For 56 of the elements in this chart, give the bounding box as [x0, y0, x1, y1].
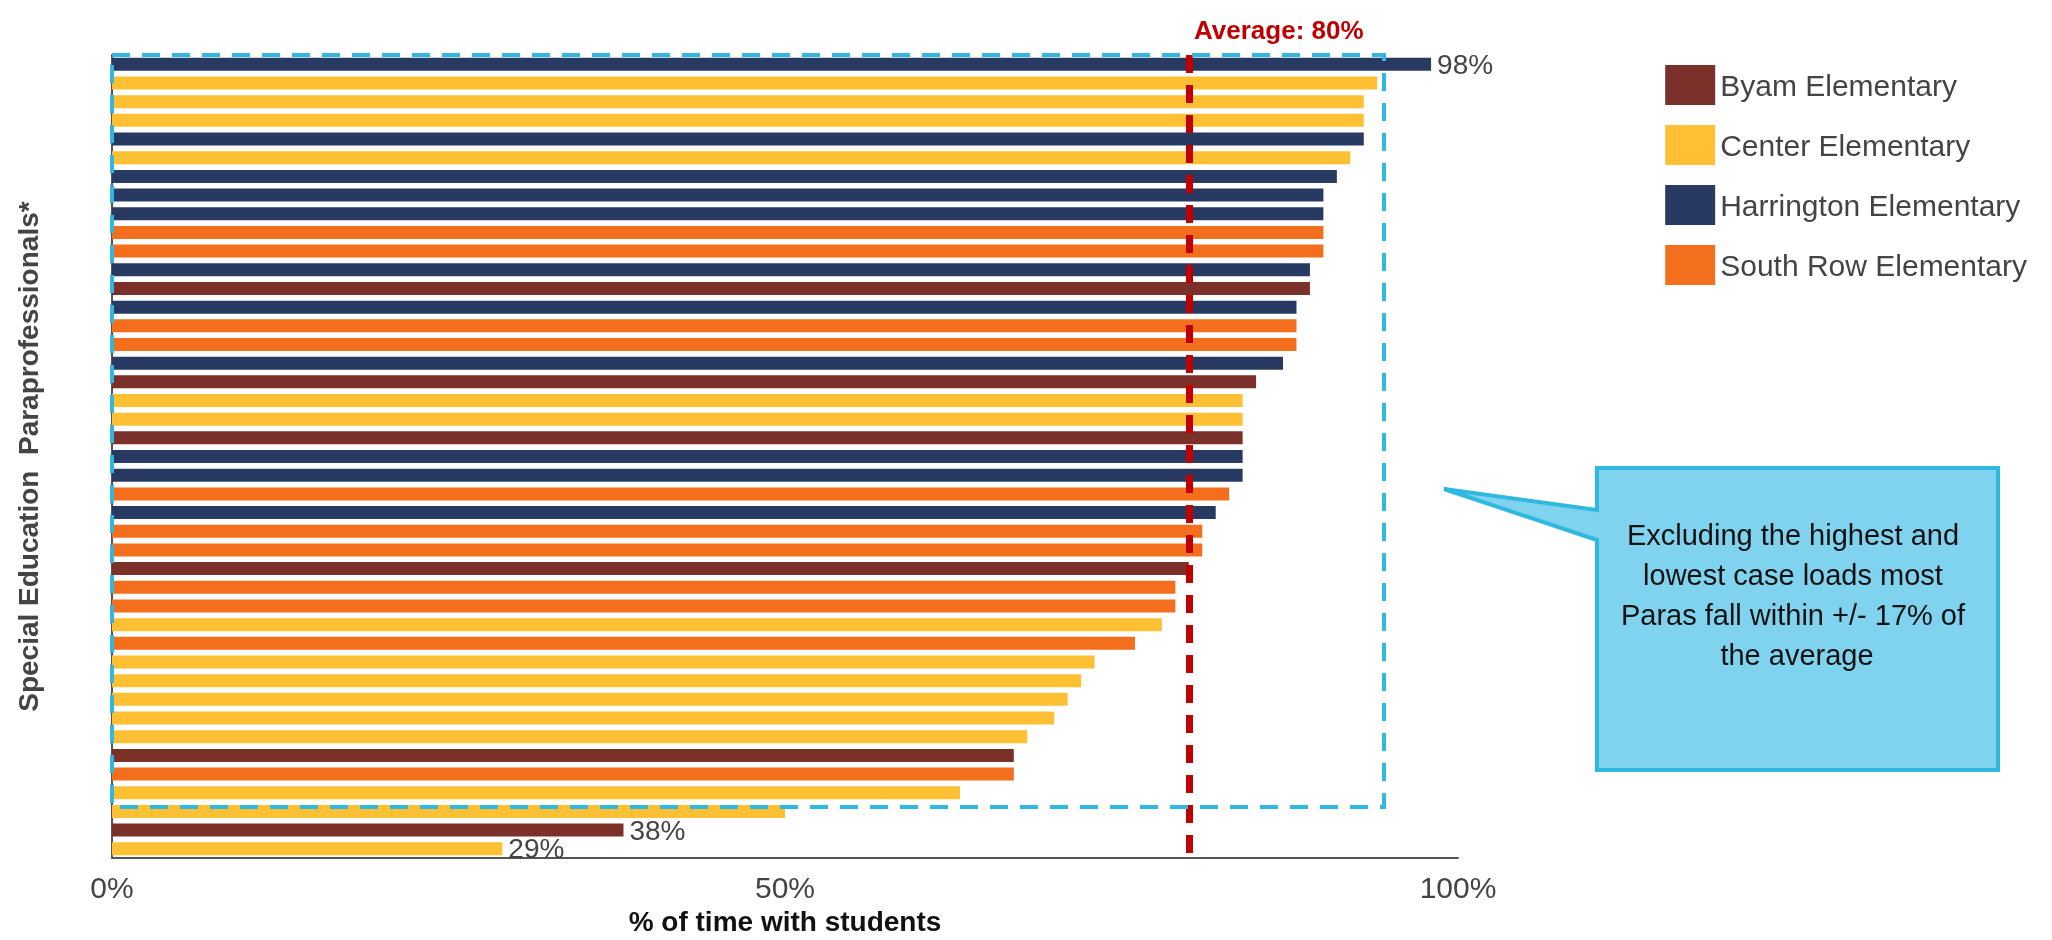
data-label: 98%: [1437, 48, 1494, 80]
bar: [112, 748, 1014, 762]
x-axis-title: % of time with students: [628, 905, 942, 937]
bar: [112, 468, 1243, 482]
bar: [112, 225, 1324, 239]
bar: [112, 692, 1068, 706]
legend-label: Byam Elementary: [1720, 68, 1957, 102]
bar: [112, 356, 1284, 370]
x-tick-label: 50%: [754, 870, 816, 904]
bar: [112, 562, 1189, 576]
bar: [112, 786, 960, 800]
bar: [112, 636, 1135, 650]
bar: [112, 57, 1432, 71]
bar: [112, 674, 1082, 688]
bar: [112, 188, 1324, 202]
bar: [112, 431, 1243, 445]
bar: [112, 487, 1230, 501]
bar: [112, 618, 1162, 632]
bar: [112, 337, 1297, 351]
bar: [112, 132, 1364, 146]
bar: [112, 95, 1364, 109]
text: Excluding the highest and lowest case loads most Paras fall within +/- 17% of the average: [1620, 519, 1974, 671]
x-tick-label: 100%: [1419, 870, 1497, 904]
legend-label: Center Elementary: [1720, 128, 1971, 162]
bar: [112, 394, 1243, 408]
bar: [112, 281, 1310, 295]
bar: [112, 524, 1203, 538]
bar: [112, 823, 624, 837]
bar: [112, 711, 1055, 725]
bar: [112, 244, 1324, 258]
bar: [112, 543, 1203, 557]
bar: [112, 169, 1337, 183]
data-label: 29%: [508, 833, 565, 865]
bar: [112, 375, 1257, 389]
data-label: 38%: [629, 814, 686, 846]
bar: [112, 207, 1324, 221]
bar: [112, 263, 1310, 277]
bar: [112, 113, 1364, 127]
legend-label: South Row Elementary: [1720, 248, 2027, 282]
bar: [112, 450, 1243, 464]
bar: [112, 580, 1176, 594]
bar: [112, 412, 1243, 426]
bar: [112, 655, 1095, 669]
bar: [112, 319, 1297, 333]
bar: [112, 506, 1216, 520]
y-axis-title: Special Education Paraprofessionals*: [12, 201, 44, 712]
bar: [112, 151, 1351, 165]
bar: [112, 842, 503, 856]
bar: [112, 730, 1028, 744]
bar: [112, 300, 1297, 314]
bar: [112, 767, 1014, 781]
legend-label: Harrington Elementary: [1720, 188, 2021, 222]
bar: [112, 76, 1378, 90]
bar: [112, 599, 1176, 613]
ref-line-label: Average: 80%: [1194, 15, 1364, 45]
x-tick-label: 0%: [90, 870, 134, 904]
